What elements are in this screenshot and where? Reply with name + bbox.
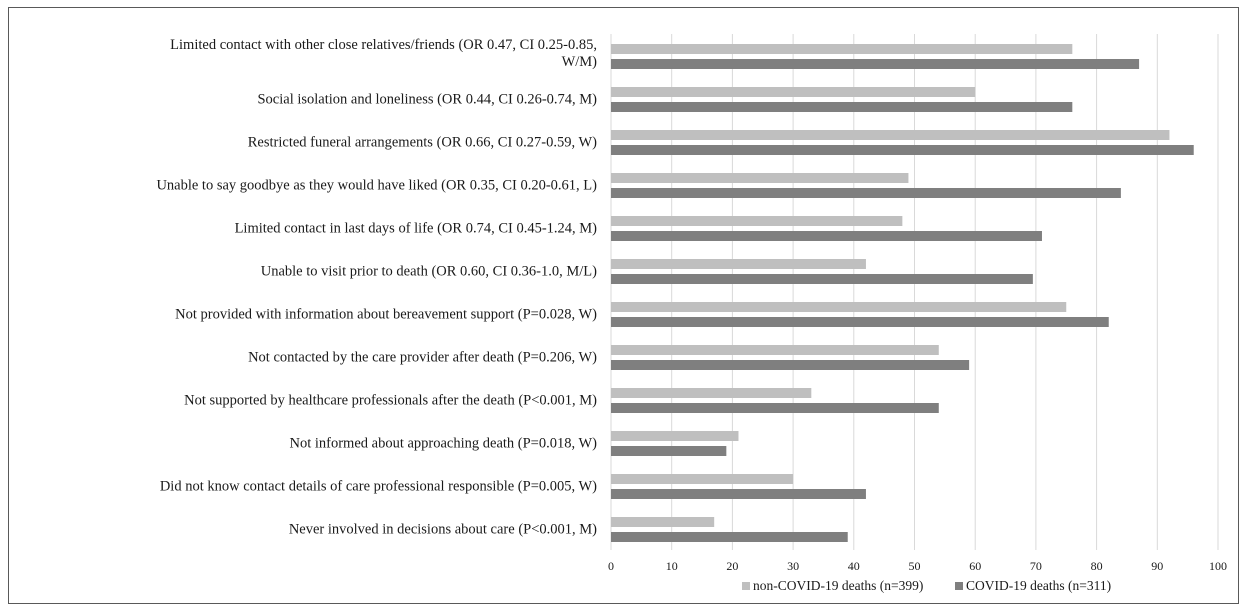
bar-covid (611, 59, 1139, 69)
legend-label-non-covid: non-COVID-19 deaths (n=399) (753, 578, 923, 593)
x-tick-label: 20 (726, 559, 738, 573)
bars (611, 44, 1194, 542)
bar-non-covid (611, 216, 902, 226)
bar-non-covid (611, 431, 738, 441)
legend-label-covid: COVID-19 deaths (n=311) (966, 578, 1111, 593)
category-label: Not provided with information about bere… (175, 307, 597, 323)
category-label: Not contacted by the care provider after… (248, 350, 597, 366)
bar-non-covid (611, 173, 908, 183)
category-label: Limited contact with other close relativ… (170, 37, 597, 53)
category-label: Limited contact in last days of life (OR… (235, 221, 598, 237)
x-tick-label: 70 (1030, 559, 1042, 573)
bar-covid (611, 274, 1033, 284)
bar-non-covid (611, 130, 1169, 140)
bar-non-covid (611, 44, 1072, 54)
bar-covid (611, 102, 1072, 112)
bar-covid (611, 317, 1109, 327)
legend-swatch-covid (955, 582, 963, 590)
category-labels: Limited contact with other close relativ… (156, 37, 597, 538)
x-tick-label: 80 (1091, 559, 1103, 573)
category-label: Not supported by healthcare professional… (184, 393, 597, 409)
bar-covid (611, 403, 939, 413)
x-tick-label: 50 (909, 559, 921, 573)
category-label: Restricted funeral arrangements (OR 0.66… (248, 135, 597, 151)
x-tick-label: 100 (1209, 559, 1227, 573)
x-tick-label: 60 (969, 559, 981, 573)
x-tick-label: 30 (787, 559, 799, 573)
bar-non-covid (611, 259, 866, 269)
category-label: Not informed about approaching death (P=… (289, 436, 597, 452)
bar-covid (611, 145, 1194, 155)
bar-covid (611, 231, 1042, 241)
bar-covid (611, 360, 969, 370)
bar-non-covid (611, 517, 714, 527)
bar-non-covid (611, 474, 793, 484)
category-label: Did not know contact details of care pro… (160, 479, 597, 495)
category-label: Social isolation and loneliness (OR 0.44… (257, 92, 597, 108)
x-axis-tick-labels: 0 10 20 30 40 50 60 70 80 90 100 (608, 559, 1227, 573)
legend: non-COVID-19 deaths (n=399) COVID-19 deat… (742, 578, 1111, 593)
bar-non-covid (611, 302, 1066, 312)
chart-frame: Limited contact with other close relativ… (8, 7, 1239, 604)
bar-covid (611, 446, 726, 456)
category-label: Unable to visit prior to death (OR 0.60,… (261, 264, 597, 280)
category-label: Unable to say goodbye as they would have… (156, 178, 597, 194)
bar-covid (611, 532, 848, 542)
bar-non-covid (611, 388, 811, 398)
x-tick-label: 90 (1151, 559, 1163, 573)
category-label: Never involved in decisions about care (… (289, 522, 597, 538)
x-tick-label: 0 (608, 559, 614, 573)
x-tick-label: 10 (666, 559, 678, 573)
bar-non-covid (611, 87, 975, 97)
x-tick-label: 40 (848, 559, 860, 573)
category-label: W/M) (562, 54, 598, 70)
bar-chart: Limited contact with other close relativ… (9, 8, 1240, 605)
legend-swatch-non-covid (742, 582, 750, 590)
bar-non-covid (611, 345, 939, 355)
bar-covid (611, 188, 1121, 198)
bar-covid (611, 489, 866, 499)
